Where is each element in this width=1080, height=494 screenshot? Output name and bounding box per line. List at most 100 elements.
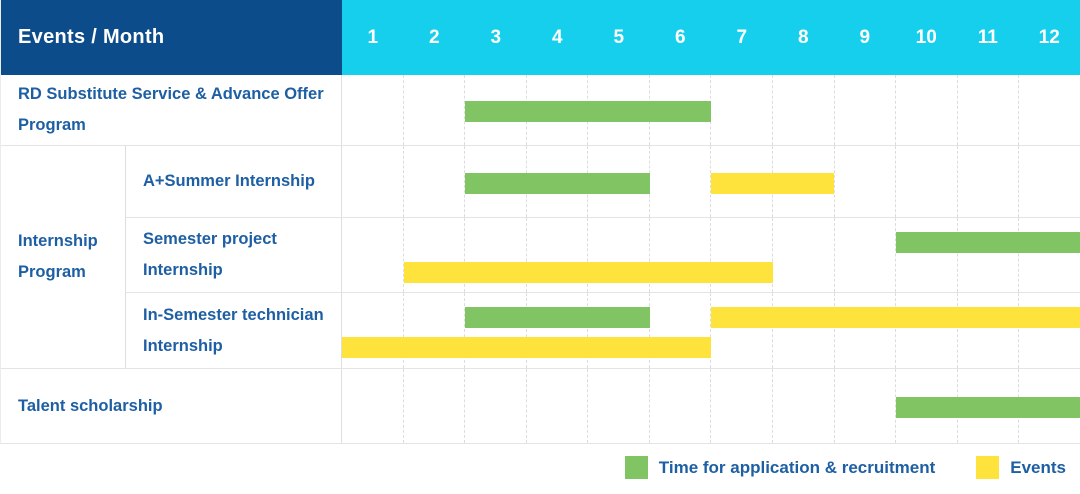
legend-item-application: Time for application & recruitment: [624, 456, 936, 479]
application-recruitment-bar: [465, 101, 711, 122]
row-label-rd-substitute: RD Substitute Service & Advance Offer Pr…: [1, 75, 342, 145]
application-recruitment-bar: [895, 232, 1080, 253]
month-label: 3: [490, 26, 502, 48]
chart-cell-a-plus-summer: [342, 146, 1080, 217]
chart-cell-in-semester-technician: [342, 293, 1080, 368]
gridline-column: [1019, 293, 1080, 368]
gridline-column: [711, 218, 774, 292]
gridline-column: [958, 146, 1020, 217]
gridline-column: [711, 369, 774, 443]
gridline-column: [835, 218, 897, 292]
gridline-column: [711, 293, 774, 368]
row-label-talent-scholarship: Talent scholarship: [1, 369, 342, 443]
table-row: In-Semester technician Internship: [126, 293, 1080, 368]
chart-cell-talent-scholarship: [342, 369, 1080, 443]
gridline-column: [342, 293, 404, 368]
gridline-column: [527, 369, 589, 443]
gridline-column: [650, 218, 712, 292]
gridline-column: [404, 369, 466, 443]
legend-label-application: Time for application & recruitment: [658, 457, 936, 477]
gridline-column: [896, 75, 958, 145]
gridline-column: [342, 146, 404, 217]
month-label: 10: [915, 26, 937, 48]
month-label: 8: [797, 26, 809, 48]
gridline-column: [896, 218, 958, 292]
month-label: 1: [367, 26, 379, 48]
gridline-column: [465, 369, 527, 443]
table-row: Semester project Internship: [126, 218, 1080, 293]
month-label: 6: [674, 26, 686, 48]
legend: Time for application & recruitment Event…: [624, 456, 1066, 479]
gridline-column: [342, 218, 404, 292]
gridline-column: [711, 75, 774, 145]
month-label: 9: [859, 26, 871, 48]
gridline-column: [1019, 218, 1080, 292]
month-label: 2: [428, 26, 440, 48]
event-bar: [711, 307, 1080, 328]
gridline-column: [588, 218, 650, 292]
gridline-column: [773, 218, 835, 292]
gridline-column: [958, 218, 1020, 292]
gridline-column: [342, 369, 404, 443]
gridline-column: [650, 293, 712, 368]
gridline-column: [896, 146, 958, 217]
month-axis: 1 2 3 4 5 6 7 8 9 10 11 12: [342, 0, 1080, 75]
application-recruitment-bar: [895, 397, 1080, 418]
chart-cell-rd-substitute: [342, 75, 1080, 145]
events-month-title: Events / Month: [1, 0, 342, 75]
month-gridlines: [342, 75, 1080, 145]
gridline-column: [342, 75, 404, 145]
table-row: A+Summer Internship: [126, 146, 1080, 218]
row-label-in-semester-technician: In-Semester technician Internship: [126, 293, 342, 368]
gridline-column: [527, 218, 589, 292]
row-label-a-plus-summer: A+Summer Internship: [126, 146, 342, 217]
gridline-column: [958, 293, 1020, 368]
gridline-column: [527, 293, 589, 368]
application-recruitment-bar: [465, 307, 650, 328]
legend-label-events: Events: [1010, 457, 1066, 477]
gridline-column: [773, 369, 835, 443]
month-label: 4: [551, 26, 563, 48]
gridline-column: [588, 293, 650, 368]
table-header-row: Events / Month 1 2 3 4 5 6 7 8 9 10 11 12: [1, 0, 1080, 75]
group-label-internship-program: Internship Program: [1, 146, 126, 368]
internship-program-group: Internship Program A+Summer Internship S…: [1, 146, 1080, 369]
gridline-column: [465, 218, 527, 292]
gridline-column: [1019, 146, 1080, 217]
yellow-swatch-icon: [976, 456, 1000, 479]
month-label: 12: [1038, 26, 1060, 48]
table-row: Talent scholarship: [1, 369, 1080, 444]
application-recruitment-bar: [465, 172, 650, 194]
month-gridlines: [342, 218, 1080, 292]
event-bar: [342, 337, 711, 358]
gridline-column: [588, 369, 650, 443]
chart-cell-semester-project: [342, 218, 1080, 292]
gridline-column: [404, 146, 466, 217]
month-label: 11: [977, 26, 998, 48]
gridline-column: [465, 293, 527, 368]
gridline-column: [835, 146, 897, 217]
gridline-column: [835, 75, 897, 145]
gridline-column: [404, 293, 466, 368]
gridline-column: [896, 293, 958, 368]
internship-program-subrows: A+Summer Internship Semester project Int…: [126, 146, 1080, 368]
gridline-column: [650, 146, 712, 217]
gridline-column: [404, 218, 466, 292]
gridline-column: [404, 75, 466, 145]
gridline-column: [835, 293, 897, 368]
event-bar: [403, 262, 773, 283]
month-label: 5: [613, 26, 625, 48]
row-label-semester-project: Semester project Internship: [126, 218, 342, 292]
month-label: 7: [736, 26, 748, 48]
month-gridlines: [342, 293, 1080, 368]
green-swatch-icon: [624, 456, 648, 479]
gridline-column: [958, 75, 1020, 145]
gridline-column: [650, 369, 712, 443]
event-bar: [711, 172, 834, 194]
gantt-table: Events / Month 1 2 3 4 5 6 7 8 9 10 11 12 RD Substi…: [0, 0, 1080, 444]
gridline-column: [1019, 75, 1080, 145]
gridline-column: [773, 293, 835, 368]
table-row: RD Substitute Service & Advance Offer Pr…: [1, 75, 1080, 146]
gridline-column: [773, 75, 835, 145]
gridline-column: [835, 369, 897, 443]
